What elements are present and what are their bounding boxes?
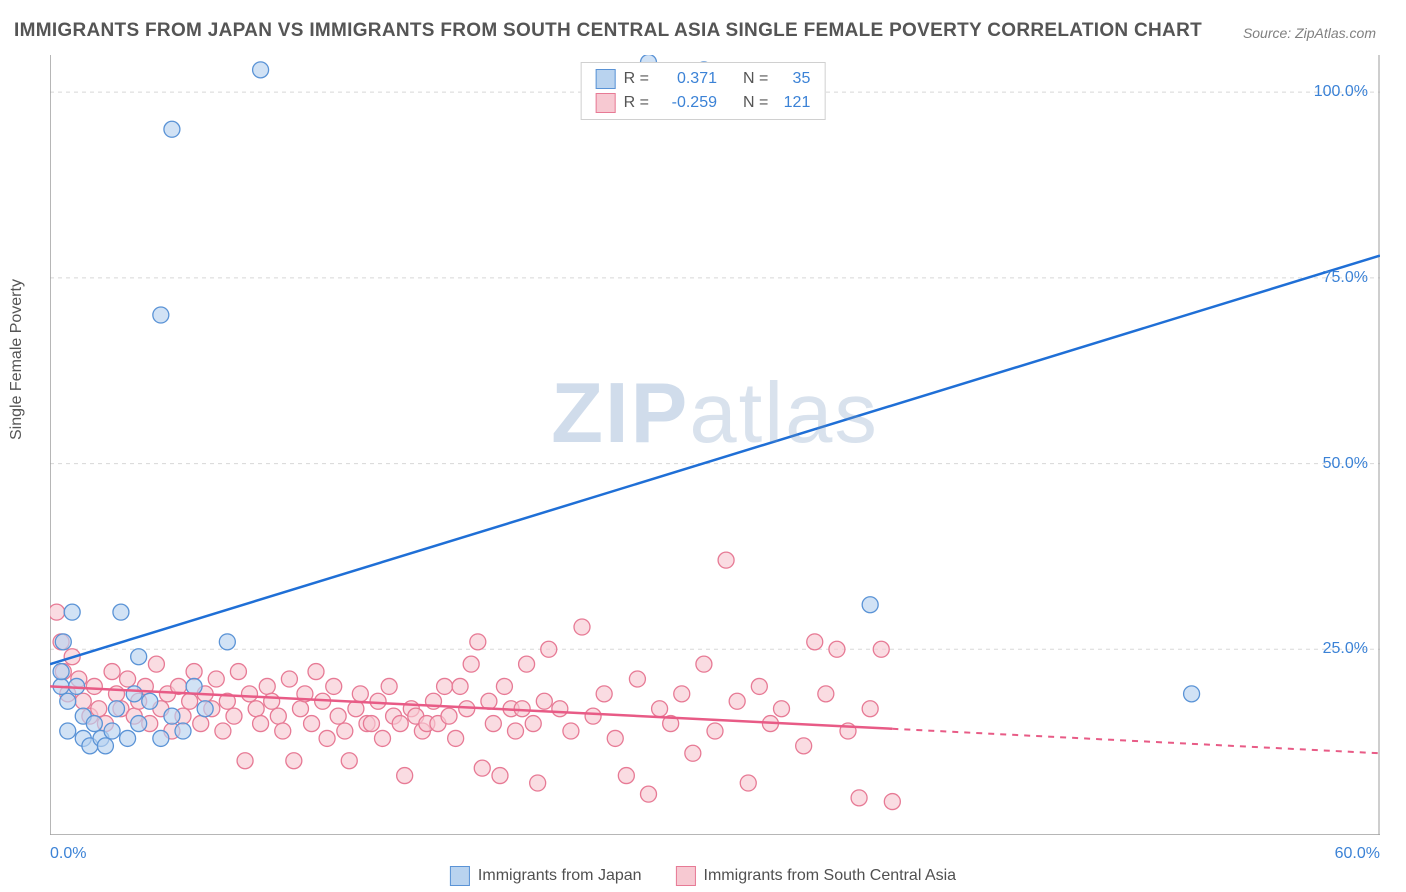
y-tick-label: 50.0% [1323, 455, 1368, 473]
legend-item-blue: Immigrants from Japan [450, 866, 642, 886]
correlation-legend: R = 0.371 N = 35 R = -0.259 N = 121 [581, 62, 826, 120]
y-tick-label: 100.0% [1314, 83, 1368, 101]
legend-item-pink: Immigrants from South Central Asia [676, 866, 957, 886]
series-label-blue: Immigrants from Japan [478, 867, 642, 885]
swatch-pink [676, 866, 696, 886]
n-value-pink: 121 [776, 91, 810, 115]
n-value-blue: 35 [776, 67, 810, 91]
r-label: R = [624, 67, 649, 91]
swatch-blue [450, 866, 470, 886]
swatch-pink [596, 93, 616, 113]
legend-row-pink: R = -0.259 N = 121 [596, 91, 811, 115]
series-legend: Immigrants from Japan Immigrants from So… [450, 866, 956, 886]
y-axis-label: Single Female Poverty [8, 279, 26, 440]
n-label: N = [743, 67, 768, 91]
source-attribution: Source: ZipAtlas.com [1243, 25, 1376, 41]
r-label: R = [624, 91, 649, 115]
r-value-pink: -0.259 [657, 91, 717, 115]
x-tick-label: 0.0% [50, 845, 86, 863]
chart-title: IMMIGRANTS FROM JAPAN VS IMMIGRANTS FROM… [14, 20, 1202, 42]
chart-plot-area: ZIPatlas 25.0%50.0%75.0%100.0%0.0%60.0% [50, 55, 1380, 835]
n-label: N = [743, 91, 768, 115]
legend-row-blue: R = 0.371 N = 35 [596, 67, 811, 91]
swatch-blue [596, 69, 616, 89]
x-tick-label: 60.0% [1335, 845, 1380, 863]
scatter-svg [50, 55, 1380, 835]
y-tick-label: 25.0% [1323, 640, 1368, 658]
series-label-pink: Immigrants from South Central Asia [704, 867, 957, 885]
y-tick-label: 75.0% [1323, 269, 1368, 287]
r-value-blue: 0.371 [657, 67, 717, 91]
